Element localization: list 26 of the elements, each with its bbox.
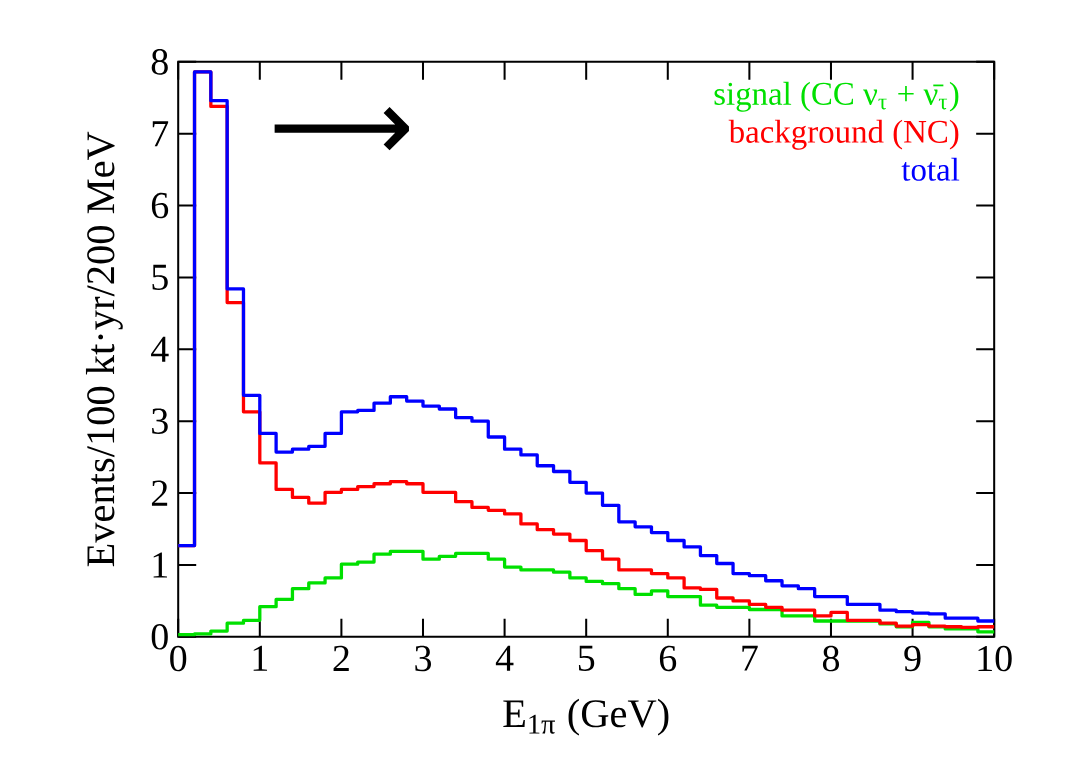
x-tick-label: 8 bbox=[822, 645, 840, 672]
x-tick-label: 4 bbox=[495, 645, 514, 671]
x-tick-label: 6 bbox=[659, 645, 677, 672]
y-tick-label: 7 bbox=[152, 121, 169, 147]
x-tick-label: 7 bbox=[742, 645, 758, 671]
x-tick-label: 5 bbox=[578, 645, 595, 671]
x-tick-label: 3 bbox=[415, 645, 432, 672]
y-tick-label: 1 bbox=[153, 552, 167, 578]
y-tick-label: 4 bbox=[151, 336, 169, 362]
y-tick-label: 0 bbox=[151, 624, 168, 650]
x-tick-label: 2 bbox=[333, 645, 349, 671]
y-tick-label: 3 bbox=[152, 408, 168, 434]
text: signal (CC ν$_{τ}$ + ν̄$_{τ}$) bbox=[714, 81, 959, 112]
text: background (NC) bbox=[728, 119, 959, 150]
y-tick-label: 2 bbox=[151, 480, 168, 506]
y-tick-label: 8 bbox=[151, 49, 168, 75]
y-axis-title: Events/100 kt·yr/200 MeV bbox=[85, 131, 123, 567]
annotation: ⟶ bbox=[274, 107, 409, 151]
x-tick-label: 0 bbox=[170, 645, 187, 672]
y-tick-label: 5 bbox=[152, 264, 168, 291]
x-tick-label: 10 bbox=[978, 645, 1012, 672]
text: total bbox=[901, 157, 960, 181]
y-tick-label: 6 bbox=[151, 192, 169, 219]
x-tick-label: 9 bbox=[904, 645, 921, 672]
x-axis-title: E$_{1π}$ (GeV) bbox=[503, 698, 669, 736]
x-tick-label: 1 bbox=[253, 645, 268, 671]
